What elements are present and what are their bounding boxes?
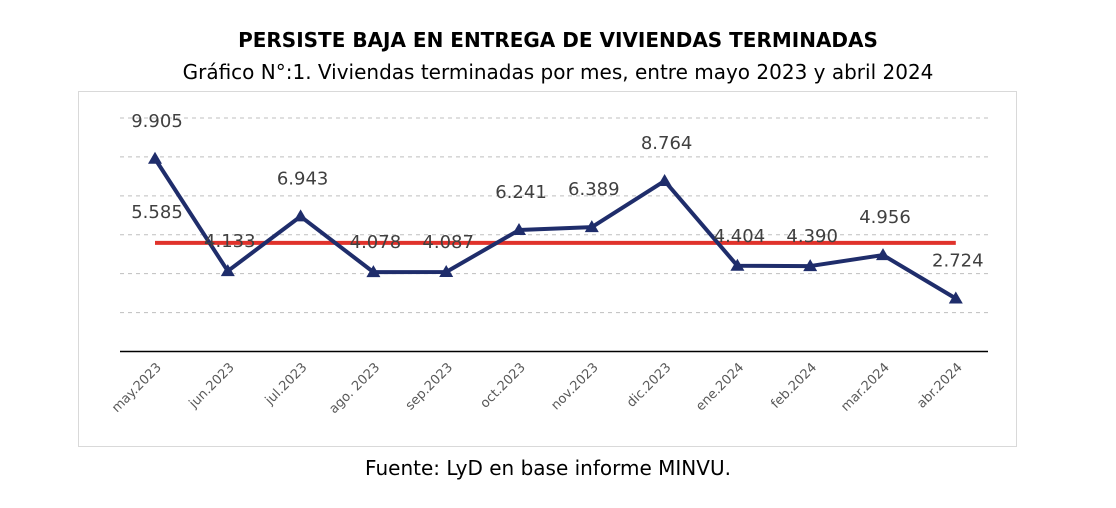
data-point <box>584 220 599 233</box>
data-point <box>366 265 381 278</box>
data-point <box>803 259 818 272</box>
x-tick-label: jun.2023 <box>186 360 238 412</box>
data-point <box>293 209 308 222</box>
data-label: 2.724 <box>932 250 984 271</box>
x-tick-label: abr.2024 <box>914 360 965 411</box>
x-tick-label: oct.2023 <box>478 360 529 411</box>
data-point <box>148 151 162 164</box>
x-tick-label: jul.2023 <box>262 360 311 409</box>
data-label: 6.389 <box>568 179 620 200</box>
data-point <box>876 248 890 261</box>
chart-title: PERSISTE BAJA EN ENTREGA DE VIVIENDAS TE… <box>238 28 878 52</box>
data-label: 6.943 <box>277 168 329 189</box>
x-tick-label: dic.2023 <box>624 360 674 410</box>
data-label: 4.956 <box>859 207 911 228</box>
x-tick-label: ago. 2023 <box>326 360 383 417</box>
data-point <box>512 223 526 236</box>
data-point <box>730 258 745 271</box>
data-label: 8.764 <box>641 133 693 154</box>
data-label: 4.404 <box>714 226 766 247</box>
x-tick-label: mar.2024 <box>838 360 892 414</box>
data-label: 9.905 <box>131 111 183 132</box>
x-tick-label: sep.2023 <box>403 360 456 413</box>
average-label: 5.585 <box>131 202 183 223</box>
data-point <box>657 173 672 186</box>
chart-subtitle: Gráfico N°:1. Viviendas terminadas por m… <box>182 60 934 84</box>
chart-frame <box>78 91 1017 447</box>
data-point <box>948 291 963 304</box>
data-label: 4.087 <box>422 232 474 253</box>
data-point <box>439 264 454 277</box>
data-label: 4.133 <box>204 231 256 252</box>
x-tick-label: feb.2024 <box>768 360 820 412</box>
x-tick-label: ene.2024 <box>693 360 747 414</box>
data-label: 4.390 <box>786 226 838 247</box>
x-tick-label: nov.2023 <box>549 360 602 413</box>
data-point <box>220 264 235 277</box>
data-label: 4.078 <box>350 232 402 253</box>
data-label: 6.241 <box>495 182 547 203</box>
x-tick-label: may.2023 <box>109 360 165 416</box>
chart-source: Fuente: LyD en base informe MINVU. <box>365 456 731 480</box>
series-line <box>153 157 957 301</box>
